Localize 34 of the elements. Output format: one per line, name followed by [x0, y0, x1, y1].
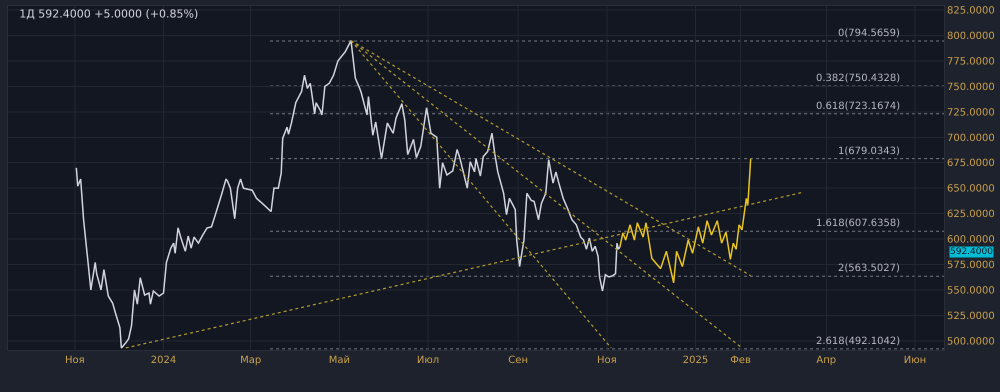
y-tick-label: 500.0000	[947, 336, 995, 348]
x-tick-label: Сен	[508, 355, 528, 366]
ref-line-label: 2.618(492.1042)	[816, 336, 900, 347]
y-tick-label: 525.0000	[947, 310, 995, 322]
x-tick-label: Ноя	[596, 355, 617, 366]
x-tick-label: Ноя	[65, 355, 85, 366]
ref-line-label: 1(679.0343)	[838, 146, 900, 157]
y-tick-label: 575.0000	[947, 260, 995, 272]
x-tick-label: Мар	[240, 355, 262, 366]
ref-line-label: 0.618(723.1674)	[816, 101, 900, 112]
y-tick-label: 550.0000	[947, 285, 995, 296]
chart-title: 1Д 592.4000 +5.0000 (+0.85%)	[19, 8, 198, 20]
y-tick-label: 625.0000	[947, 209, 995, 220]
x-tick-label: 2025	[682, 355, 708, 366]
ref-line-label: 0(794.5659)	[838, 28, 900, 39]
text: 592.4000	[950, 247, 994, 257]
y-tick-label: 775.0000	[947, 56, 995, 68]
ref-line-label: 1.618(607.6358)	[816, 218, 900, 229]
x-tick-label: Май	[328, 355, 350, 366]
y-tick-label: 600.0000	[947, 234, 995, 246]
x-tick-label: 2024	[150, 355, 176, 366]
x-tick-label: Июн	[904, 355, 926, 366]
y-tick-label: 700.0000	[947, 132, 995, 144]
y-tick-label: 725.0000	[947, 107, 995, 118]
y-tick-label: 650.0000	[947, 184, 995, 195]
x-tick-label: Апр	[816, 355, 836, 366]
x-tick-label: Июл	[416, 355, 440, 366]
y-tick-label: 750.0000	[947, 82, 995, 93]
ref-line-label: 2(563.5027)	[838, 263, 900, 274]
y-tick-label: 675.0000	[947, 158, 995, 170]
y-tick-label: 800.0000	[947, 31, 995, 42]
y-tick-label: 825.0000	[947, 6, 995, 17]
x-tick-label: Фев	[730, 355, 751, 366]
ref-line-label: 0.382(750.4328)	[816, 73, 900, 84]
